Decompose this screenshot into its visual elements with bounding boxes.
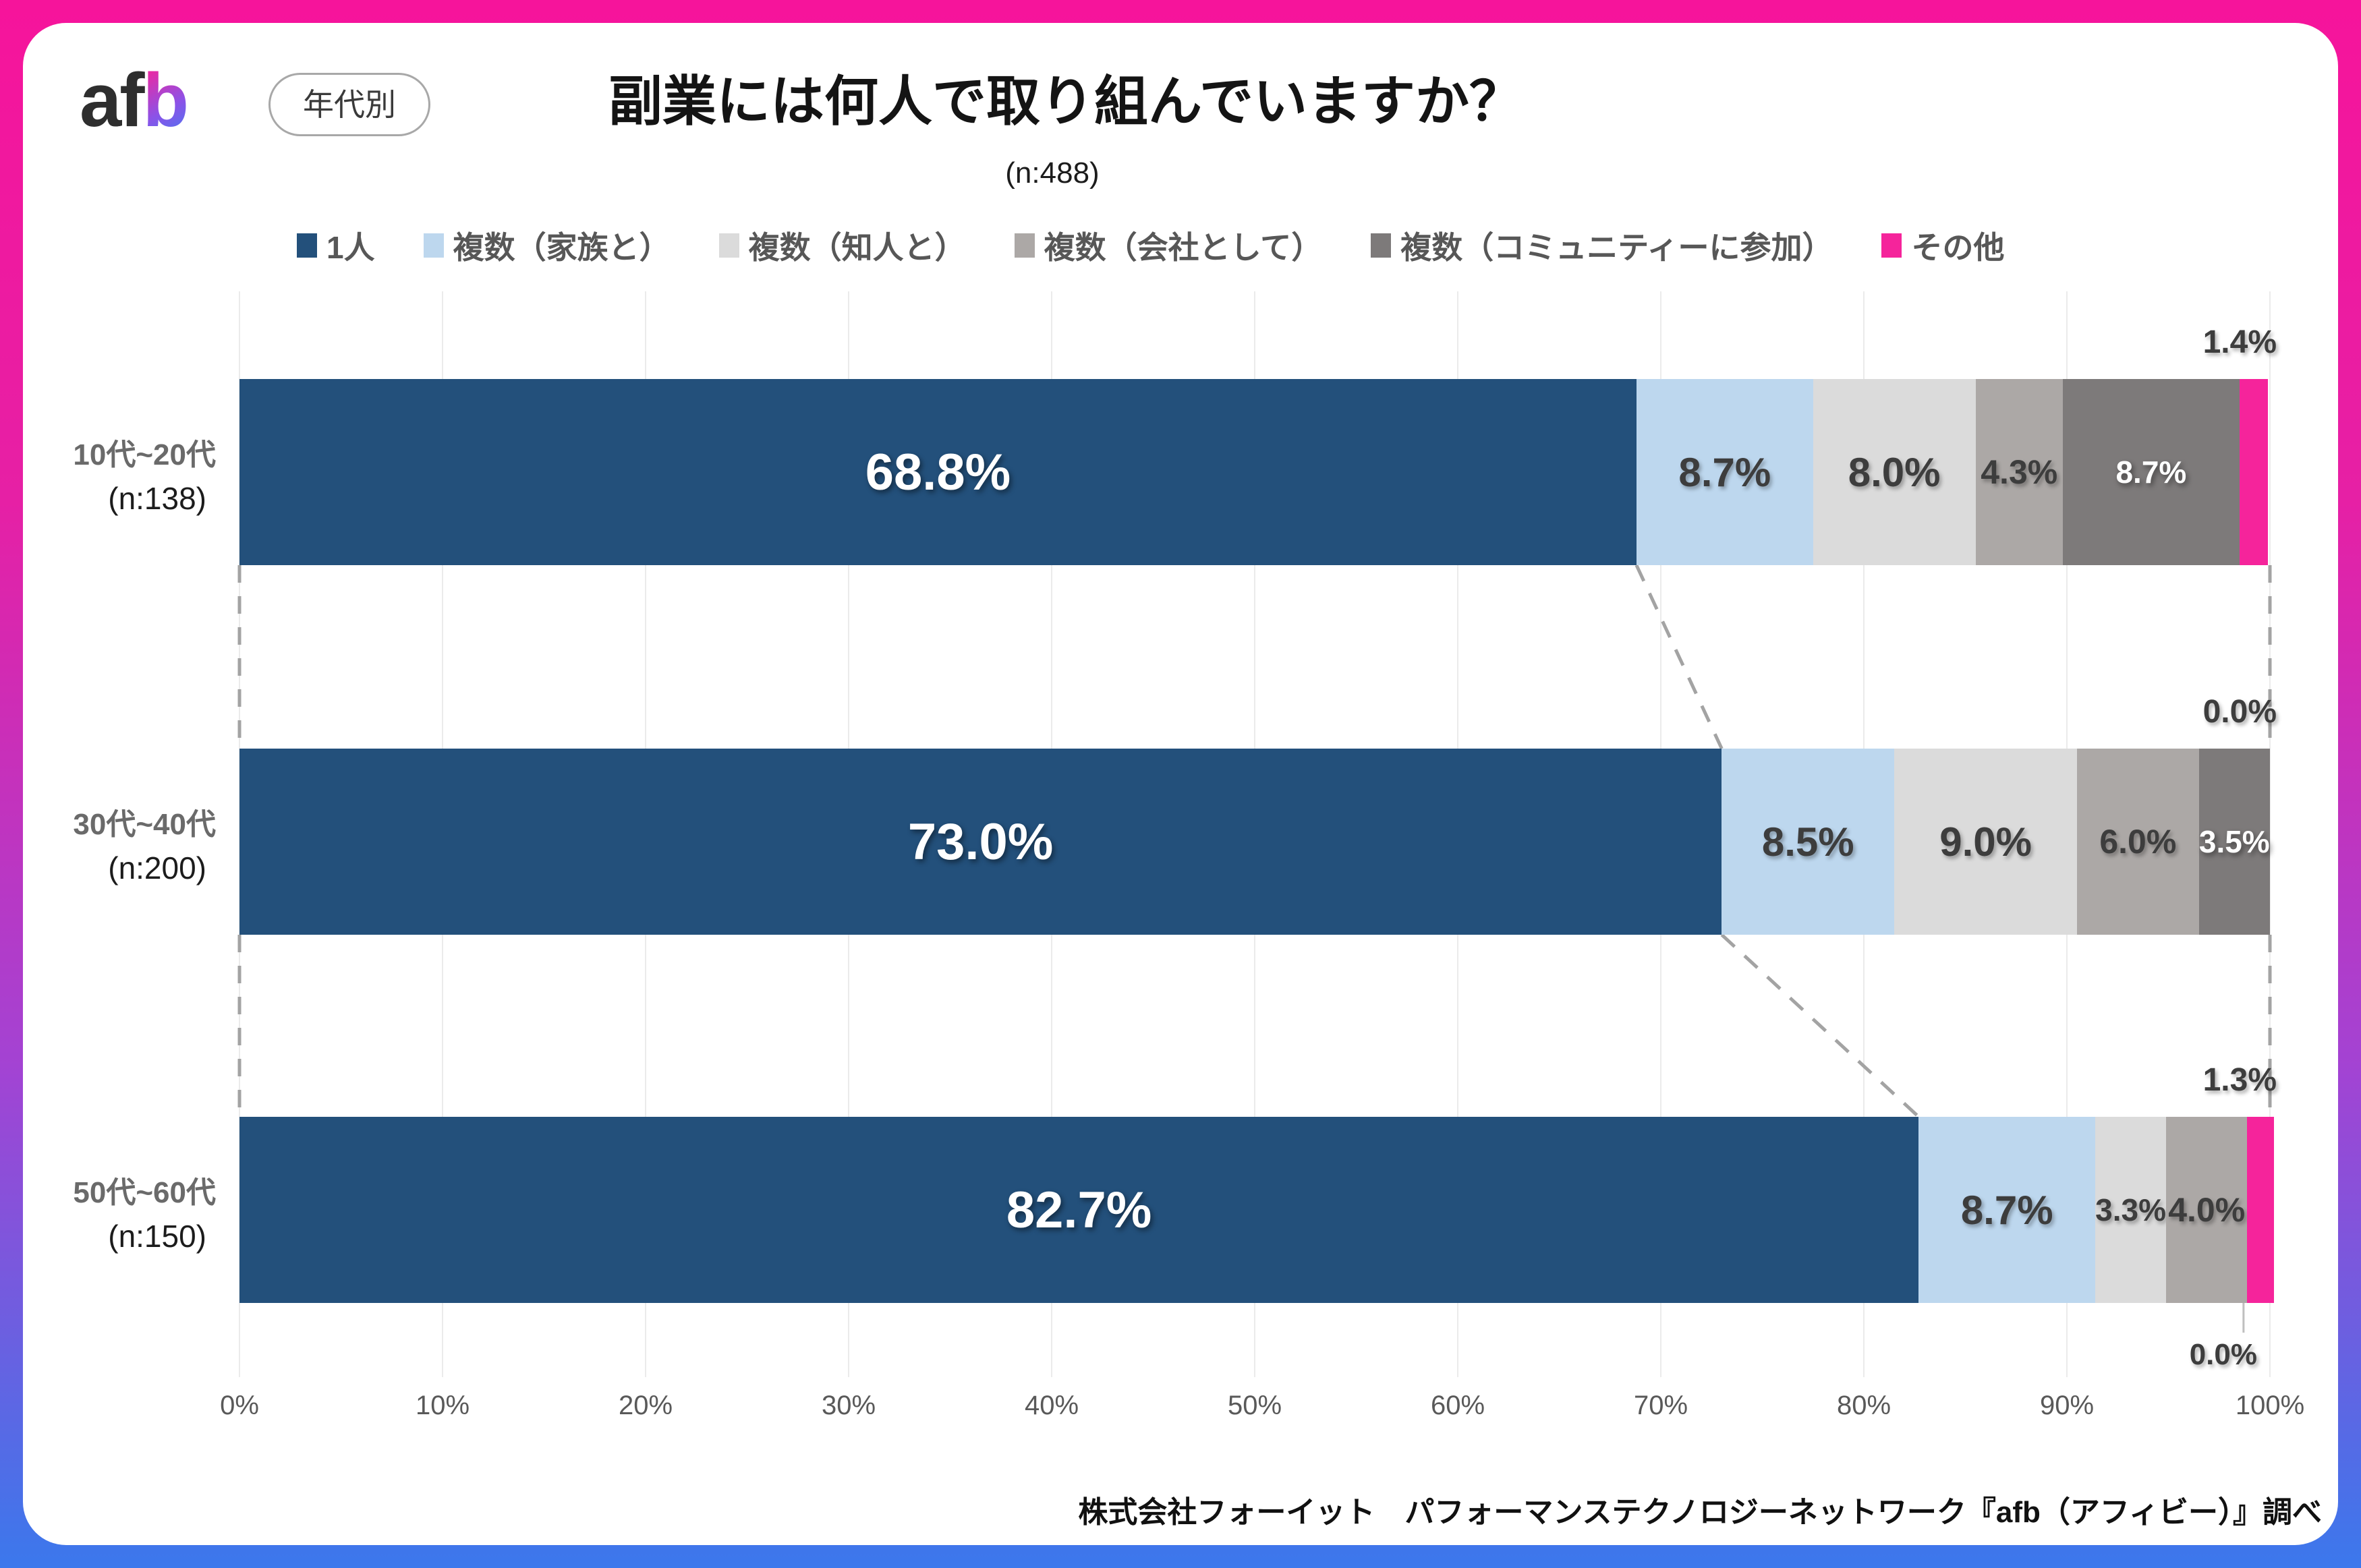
legend-swatch-icon <box>1881 233 1902 258</box>
bar-segment-1: 8.5% <box>1722 749 1895 935</box>
bar-row-0: 68.8% 8.7% 8.0% 4.3% 8.7% <box>239 379 2270 565</box>
category-label-2: 50代~60代 (n:150) <box>27 1168 216 1254</box>
category-name: 30代~40代 <box>73 808 216 841</box>
bar-row-1: 73.0% 8.5% 9.0% 6.0% 3.5% <box>239 749 2270 935</box>
segment-value-label: 3.3% <box>2095 1192 2166 1227</box>
category-name: 50代~60代 <box>73 1176 216 1209</box>
legend-label: その他 <box>1911 230 2005 265</box>
afb-logo-accent: b <box>142 58 189 142</box>
segment-value-label: 6.0% <box>2099 823 2177 861</box>
bar-segment-5 <box>2239 379 2268 565</box>
segment-value-label: 3.5% <box>2198 824 2270 859</box>
legend-swatch-icon <box>423 233 444 258</box>
legend-item-3: 複数（会社として） <box>1014 223 1323 268</box>
segment-value-label: 73.0% <box>907 813 1054 871</box>
bar-segment-2: 3.3% <box>2095 1117 2166 1303</box>
legend-item-4: 複数（コミュニティーに参加） <box>1371 223 1833 268</box>
axis-tick-label: 0% <box>220 1391 259 1420</box>
legend-label: 複数（会社として） <box>1044 230 1323 265</box>
bar-segment-2: 9.0% <box>1894 749 2078 935</box>
connector-line <box>1634 564 1724 750</box>
bar-segment-2: 8.0% <box>1813 379 1976 565</box>
axis-tick-label: 40% <box>1024 1391 1079 1420</box>
legend-swatch-icon <box>297 233 317 258</box>
gridline <box>2269 291 2271 1377</box>
bar-segment-4: 3.5% <box>2198 749 2270 935</box>
category-sample-size: (n:138) <box>108 481 206 516</box>
chart-subtitle: (n:488) <box>1005 156 1100 190</box>
afb-logo-black: af <box>80 58 145 142</box>
legend-item-0: 1人 <box>297 223 375 268</box>
bar-segment-0: 73.0% <box>239 749 1722 935</box>
bar-segment-1: 8.7% <box>1918 1117 2096 1303</box>
category-sample-size: (n:200) <box>108 850 206 885</box>
legend-item-2: 複数（知人と） <box>718 223 966 268</box>
axis-tick-label: 80% <box>1836 1391 1891 1420</box>
segment-value-label: 8.0% <box>1848 449 1941 495</box>
legend-swatch-icon <box>1014 233 1035 258</box>
segment-value-label: 8.7% <box>2115 455 2187 490</box>
category-sample-size: (n:150) <box>108 1219 206 1254</box>
segment-value-label: 4.0% <box>2168 1191 2246 1229</box>
bar-segment-0: 68.8% <box>239 379 1637 565</box>
bar-segment-0: 82.7% <box>239 1117 1919 1303</box>
source-credit: 株式会社フォーイット パフォーマンステクノロジーネットワーク『afb（アフィビー… <box>1078 1496 2322 1529</box>
axis-tick-label: 60% <box>1430 1391 1485 1420</box>
bar-segment-4: 8.7% <box>2062 379 2240 565</box>
legend-label: 1人 <box>326 230 375 265</box>
segment-value-label: 9.0% <box>1939 819 2032 865</box>
segment-value-label: 8.7% <box>1960 1187 2053 1233</box>
legend-swatch-icon <box>718 233 739 258</box>
legend-item-5: その他 <box>1881 223 2004 268</box>
axis-tick-label: 20% <box>618 1391 673 1420</box>
other-value-label: 0.0% <box>2202 694 2277 730</box>
segment-value-label: 4.3% <box>1981 453 2058 491</box>
legend-swatch-icon <box>1371 233 1392 258</box>
segment-value-label: 68.8% <box>865 443 1011 501</box>
category-name: 10代~20代 <box>73 438 216 471</box>
bar-segment-3: 4.0% <box>2165 1117 2248 1303</box>
bar-segment-3: 4.3% <box>1975 379 2063 565</box>
other-value-label: 1.4% <box>2202 324 2277 360</box>
legend: 1人 複数（家族と） 複数（知人と） 複数（会社として） 複数（コミュニティーに参加） そ… <box>297 224 2004 267</box>
legend-label: 複数（知人と） <box>748 230 966 265</box>
bar-segment-3: 6.0% <box>2077 749 2199 935</box>
segment-value-label: 82.7% <box>1006 1181 1152 1239</box>
axis-tick-label: 90% <box>2039 1391 2095 1420</box>
axis-tick-label: 30% <box>821 1391 876 1420</box>
axis-tick-label: 50% <box>1227 1391 1282 1420</box>
legend-label: 複数（家族と） <box>453 230 671 265</box>
bar-row-2: 82.7% 8.7% 3.3% 4.0% <box>239 1117 2274 1303</box>
afb-logo: afb <box>80 57 189 144</box>
segment-value-label: 8.5% <box>1761 819 1854 865</box>
segment-value-label: 8.7% <box>1678 449 1771 495</box>
connector-line <box>1720 933 1920 1118</box>
category-label-1: 30代~40代 (n:200) <box>27 800 216 886</box>
category-label-0: 10代~20代 (n:138) <box>27 430 216 517</box>
bar-segment-5 <box>2247 1117 2274 1303</box>
axis-tick-label: 10% <box>415 1391 470 1420</box>
chart-title: 副業には何人で取り組んでいますか？ <box>608 71 1523 132</box>
axis-tick-label: 70% <box>1633 1391 1688 1420</box>
axis-tick-label: 100% <box>2235 1391 2305 1420</box>
age-group-badge: 年代別 <box>268 73 430 136</box>
other-value-label: 1.3% <box>2202 1062 2277 1098</box>
legend-label: 複数（コミュニティーに参加） <box>1400 230 1833 265</box>
bar-segment-1: 8.7% <box>1636 379 1813 565</box>
community-zero-label: 0.0% <box>2189 1338 2257 1371</box>
legend-item-1: 複数（家族と） <box>423 223 671 268</box>
